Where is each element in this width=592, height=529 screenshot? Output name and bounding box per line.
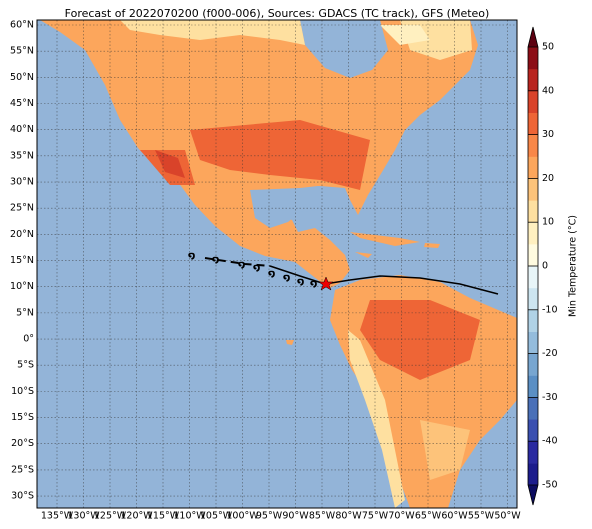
tc-position-star (318, 276, 334, 291)
lon-label: 135°W (41, 511, 74, 522)
lat-label: 15°N (10, 255, 34, 266)
lat-label: 20°S (11, 438, 34, 449)
lat-label: 55°N (10, 46, 34, 57)
north-light (120, 20, 472, 60)
lon-label: 100°W (226, 511, 259, 522)
lat-label: 40°N (10, 124, 34, 135)
amazon-warm (360, 300, 480, 380)
cyclone-icon: ໑ (310, 279, 317, 290)
colorbar: -50 -40 -30 -20 -10 0 10 20 30 40 50 (527, 26, 558, 506)
lat-label: 50°N (10, 72, 34, 83)
lat-label: 0° (23, 334, 34, 345)
colorbar-band (528, 353, 538, 376)
lat-label: 20°N (10, 229, 34, 240)
gulf-of-mexico (250, 186, 350, 228)
lat-label: 15°S (11, 412, 34, 423)
us-warm (140, 120, 370, 190)
caribbean-islands (350, 232, 440, 258)
colorbar-tick-label: 40 (542, 85, 554, 96)
colorbar-band (528, 47, 538, 70)
graticule (37, 20, 517, 508)
lon-label: 95°W (256, 511, 283, 522)
cyclone-icon: ໑ (212, 255, 219, 266)
colorbar-band (528, 331, 538, 354)
colorbar-tick-label: 30 (542, 129, 554, 140)
lat-label: 35°N (10, 150, 34, 161)
colorbar-tick-label: 0 (542, 261, 548, 272)
colorbar-band (528, 222, 538, 245)
cyclone-icon: ໑ (283, 273, 290, 284)
colorbar-band (528, 266, 538, 289)
lon-label: 130°W (67, 511, 100, 522)
lat-label: 10°S (11, 386, 34, 397)
colorbar-band (528, 134, 538, 157)
lat-label: 45°N (10, 98, 34, 109)
colorbar-band (528, 375, 538, 398)
colorbar-band (528, 441, 538, 464)
colorbar-band (528, 287, 538, 311)
colorbar-under (528, 485, 538, 505)
colorbar-tick-label: 50 (542, 42, 554, 53)
lat-label: 25°N (10, 203, 34, 214)
colorbar-band (528, 419, 538, 442)
lat-label: 60°N (10, 20, 34, 31)
cyclone-icon: ໑ (238, 260, 245, 271)
lat-label: 30°S (11, 491, 34, 502)
galapagos (286, 340, 294, 345)
lon-label: 120°W (120, 511, 153, 522)
lat-label: 30°N (10, 177, 34, 188)
cyclone-icon: ໑ (297, 277, 304, 288)
colorbar-label: Min Temperature (°C) (568, 215, 579, 317)
colorbar-tick-label: -40 (542, 436, 558, 447)
sw-hot (155, 150, 185, 178)
colorbar-band (528, 112, 538, 135)
tc-symbols: ໑ ໑ ໑ ໑ ໑ ໑ ໑ ໑ (188, 251, 317, 290)
south-cool (420, 420, 470, 480)
lon-label: 60°W (441, 511, 468, 522)
lat-label: 5°N (16, 307, 34, 318)
cyclone-icon: ໑ (188, 251, 195, 262)
lat-label: 5°S (17, 360, 34, 371)
colorbar-tick-label: 10 (542, 217, 554, 228)
colorbar-band (528, 68, 538, 92)
colorbar-tick-label: -50 (542, 480, 558, 491)
lon-label: 105°W (200, 511, 233, 522)
tc-track-past (204, 257, 271, 267)
lon-label: 65°W (415, 511, 442, 522)
lat-label: 10°N (10, 281, 34, 292)
lon-label: 50°W (494, 511, 521, 522)
lon-label: 70°W (388, 511, 415, 522)
lon-label: 110°W (173, 511, 206, 522)
lon-label: 85°W (309, 511, 336, 522)
map-title: Forecast of 2022070200 (f000-006), Sourc… (65, 7, 490, 20)
cyclone-icon: ໑ (253, 263, 260, 274)
colorbar-band (528, 397, 538, 420)
lon-label: 125°W (94, 511, 127, 522)
colorbar-band (528, 156, 538, 179)
north-pale (380, 25, 430, 45)
lat-label: 25°S (11, 464, 34, 475)
lon-label: 80°W (335, 511, 362, 522)
lon-label: 55°W (468, 511, 495, 522)
colorbar-tick-label: -20 (542, 348, 558, 359)
lon-label: 115°W (147, 511, 180, 522)
map-frame (36, 19, 518, 509)
colorbar-band (528, 90, 538, 113)
colorbar-tick-label: -10 (542, 304, 558, 315)
andes-cool (348, 330, 405, 508)
colorbar-tick-label: 20 (542, 173, 554, 184)
colorbar-band (528, 309, 538, 332)
colorbar-over (528, 27, 538, 47)
tc-track (269, 265, 499, 295)
map-area: ໑ ໑ ໑ ໑ ໑ ໑ ໑ ໑ (37, 20, 517, 508)
lon-label: 90°W (282, 511, 309, 522)
colorbar-band (528, 244, 538, 267)
cyclone-icon: ໑ (268, 269, 275, 280)
colorbar-band (528, 200, 538, 223)
lon-label: 75°W (362, 511, 389, 522)
colorbar-band (528, 178, 538, 201)
colorbar-tick-label: -30 (542, 392, 558, 403)
colorbar-band (528, 463, 538, 486)
